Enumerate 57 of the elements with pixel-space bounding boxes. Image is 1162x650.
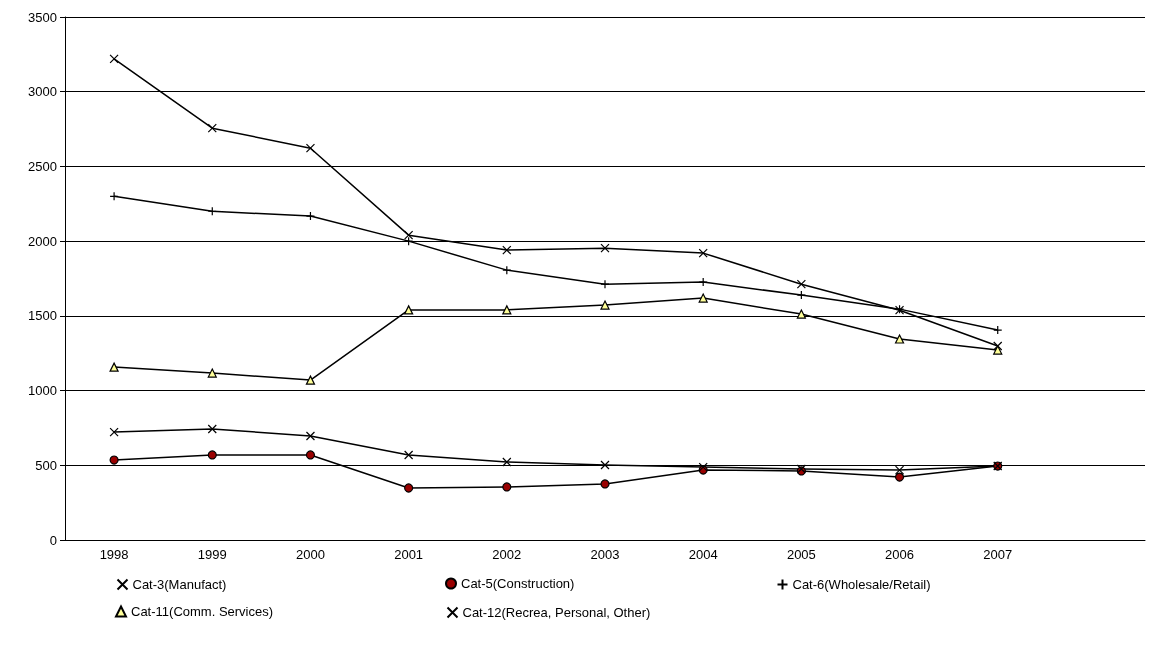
point — [502, 482, 512, 492]
point — [207, 368, 217, 378]
point — [404, 305, 414, 315]
legend-label: Cat-11(Comm. Services) — [131, 604, 274, 619]
point — [894, 465, 905, 475]
point — [698, 248, 708, 258]
point — [305, 375, 316, 385]
point — [404, 230, 414, 240]
point — [796, 279, 806, 289]
point — [600, 479, 610, 489]
x-tick-label: 2006 — [885, 547, 915, 562]
point — [207, 123, 217, 133]
y-tick-label: 1500 — [28, 308, 57, 324]
y-tick-label: 1000 — [28, 383, 57, 399]
y-tick-label: 3000 — [28, 84, 57, 100]
point — [305, 211, 316, 221]
point — [305, 450, 316, 460]
point — [600, 300, 610, 310]
point — [600, 460, 610, 470]
x-tick-label: 2003 — [590, 547, 620, 562]
legend-label: Cat-6(Wholesale/Retail) — [792, 577, 931, 592]
point — [404, 483, 414, 493]
point — [109, 427, 119, 437]
y-tick-label: 3500 — [28, 9, 57, 25]
x-tick-label: 2002 — [492, 547, 522, 562]
legend-label: Cat-3(Manufact) — [132, 577, 227, 592]
point — [600, 243, 610, 253]
point — [698, 293, 708, 303]
point — [404, 450, 414, 460]
x-tick-label: 1999 — [197, 547, 227, 562]
x-tick-label: 2007 — [983, 547, 1013, 562]
point — [993, 341, 1003, 351]
x-tick-label: 2001 — [394, 547, 424, 562]
point — [894, 472, 905, 482]
point — [207, 424, 217, 434]
y-tick-label: 0 — [49, 532, 57, 548]
point — [502, 245, 512, 255]
point — [207, 450, 217, 460]
x-tick-label: 1998 — [99, 547, 129, 562]
x-tick-label: 2005 — [786, 547, 816, 562]
legend-label: Cat-12(Recrea, Personal, Other) — [462, 605, 651, 620]
point — [109, 54, 119, 64]
x-tick-label: 2004 — [688, 547, 718, 562]
point — [305, 143, 316, 153]
y-tick-label: 500 — [35, 457, 57, 473]
x-tick-label: 2000 — [295, 547, 325, 562]
point — [305, 431, 316, 441]
y-tick-label: 2500 — [28, 158, 57, 174]
point — [502, 305, 512, 315]
point — [796, 309, 806, 319]
point — [993, 345, 1003, 355]
point — [109, 455, 119, 465]
legend-label: Cat-5(Construction) — [461, 576, 575, 591]
point — [502, 457, 512, 467]
point — [894, 334, 905, 344]
point — [109, 362, 119, 372]
y-tick-label: 2000 — [28, 233, 57, 249]
